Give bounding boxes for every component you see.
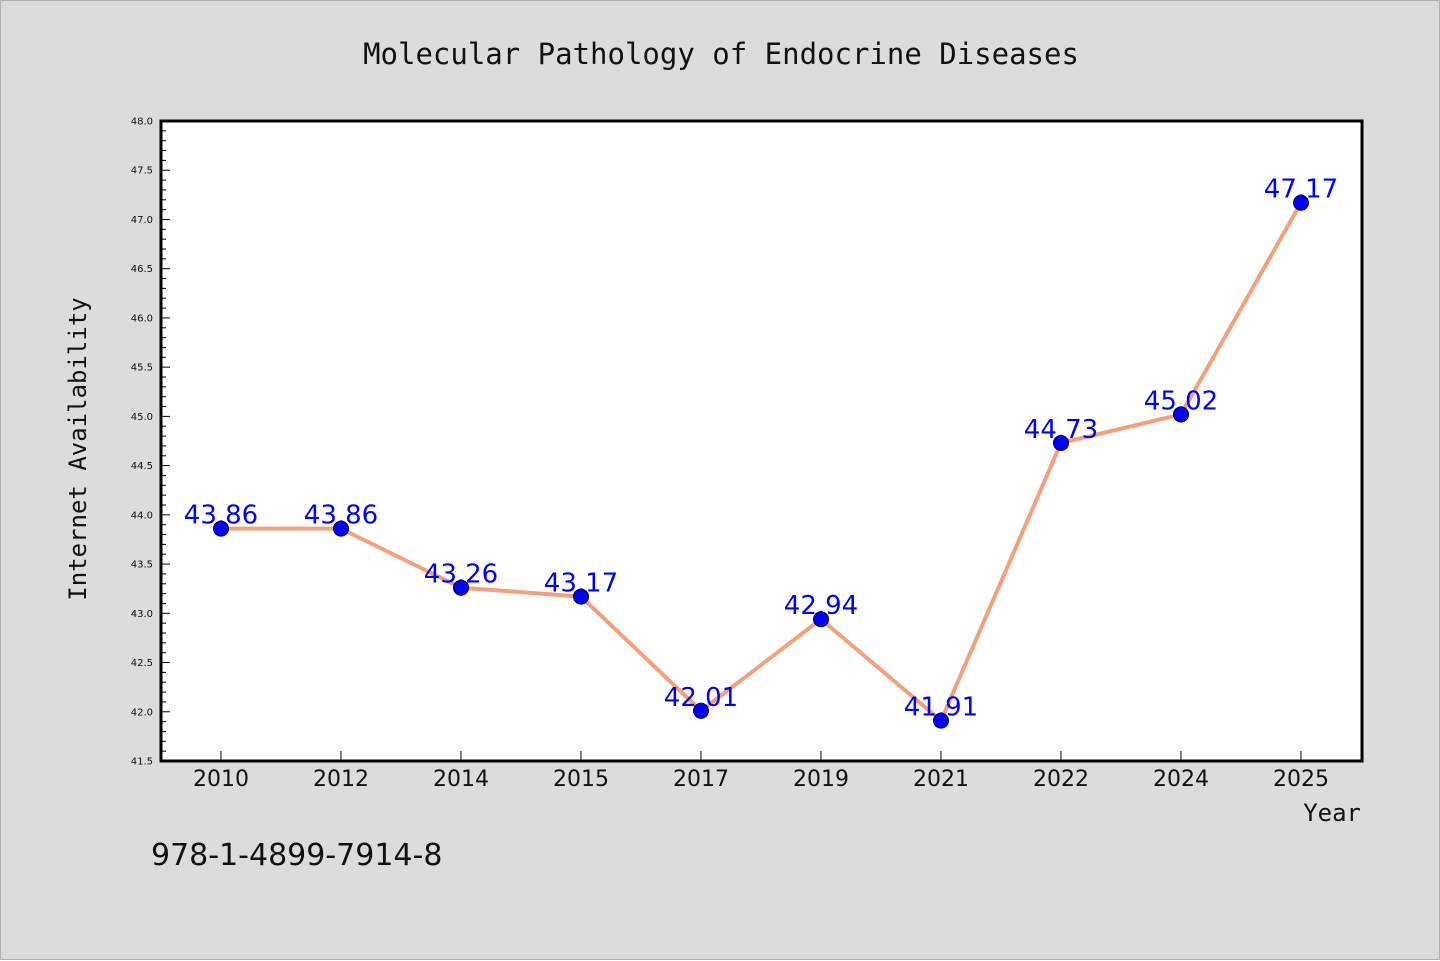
x-tick-label: 2010 bbox=[193, 767, 249, 792]
x-tick-label: 2024 bbox=[1153, 767, 1209, 792]
x-axis: 2010 2012 2014 2015 2017 2019 2021 2022 2024 2025 bbox=[193, 751, 1329, 792]
y-tick-label: 45.5 bbox=[131, 363, 153, 374]
data-point bbox=[693, 702, 709, 719]
x-tick-label: 2021 bbox=[913, 767, 969, 792]
y-tick-label: 41.5 bbox=[131, 757, 153, 768]
data-point bbox=[813, 611, 829, 628]
y-tick-label: 42.5 bbox=[131, 658, 153, 669]
y-tick-label: 47.0 bbox=[131, 215, 153, 226]
x-tick-label: 2015 bbox=[553, 767, 609, 792]
x-tick-label: 2025 bbox=[1273, 767, 1329, 792]
y-tick-label: 44.0 bbox=[131, 510, 153, 521]
data-label: 43.26 bbox=[424, 560, 498, 590]
y-tick-label: 47.5 bbox=[131, 166, 153, 177]
x-axis-title: Year bbox=[1303, 799, 1361, 827]
data-label: 42.94 bbox=[784, 591, 858, 621]
data-label: 43.17 bbox=[544, 569, 618, 599]
plot-area bbox=[159, 119, 1364, 763]
y-axis-title: Internet Availability bbox=[64, 297, 92, 600]
y-tick-label: 43.0 bbox=[131, 609, 153, 620]
x-tick-label: 2022 bbox=[1033, 767, 1089, 792]
y-tick-label: 45.0 bbox=[131, 412, 153, 423]
data-label: 41.91 bbox=[904, 693, 978, 723]
series-layer bbox=[213, 194, 1309, 729]
data-label: 43.86 bbox=[184, 501, 258, 531]
data-point bbox=[333, 520, 349, 537]
data-point bbox=[1293, 194, 1309, 211]
isbn-annotation: 978-1-4899-7914-8 bbox=[151, 838, 442, 873]
y-tick-label: 46.5 bbox=[131, 264, 153, 275]
y-tick-label: 42.0 bbox=[131, 707, 153, 718]
data-point bbox=[933, 712, 949, 729]
x-tick-label: 2014 bbox=[433, 767, 489, 792]
data-point bbox=[1173, 406, 1189, 423]
data-labels: 43.86 43.86 43.26 43.17 42.01 42.94 41.91 44.73… bbox=[184, 175, 1338, 723]
data-label: 45.02 bbox=[1144, 386, 1218, 416]
y-tick-label: 48.0 bbox=[131, 117, 153, 128]
data-label: 43.86 bbox=[304, 501, 378, 531]
y-tick-label: 43.5 bbox=[131, 560, 153, 571]
data-point bbox=[453, 579, 469, 596]
y-axis: 41.5 42.0 42.5 43.0 43.5 44.0 44.5 45.0 45.5 46.0… bbox=[131, 117, 170, 768]
series-line bbox=[221, 201, 1303, 723]
data-label: 47.17 bbox=[1264, 175, 1338, 205]
x-tick-label: 2017 bbox=[673, 767, 729, 792]
data-point bbox=[213, 520, 229, 537]
x-tick-label: 2012 bbox=[313, 767, 369, 792]
data-point bbox=[1053, 434, 1069, 451]
x-tick-label: 2019 bbox=[793, 767, 849, 792]
chart-title: Molecular Pathology of Endocrine Disease… bbox=[363, 37, 1079, 71]
data-point bbox=[573, 588, 589, 605]
y-tick-label: 44.5 bbox=[131, 461, 153, 472]
data-label: 42.01 bbox=[664, 683, 738, 713]
data-label: 44.73 bbox=[1024, 415, 1098, 445]
y-tick-label: 46.0 bbox=[131, 313, 153, 324]
